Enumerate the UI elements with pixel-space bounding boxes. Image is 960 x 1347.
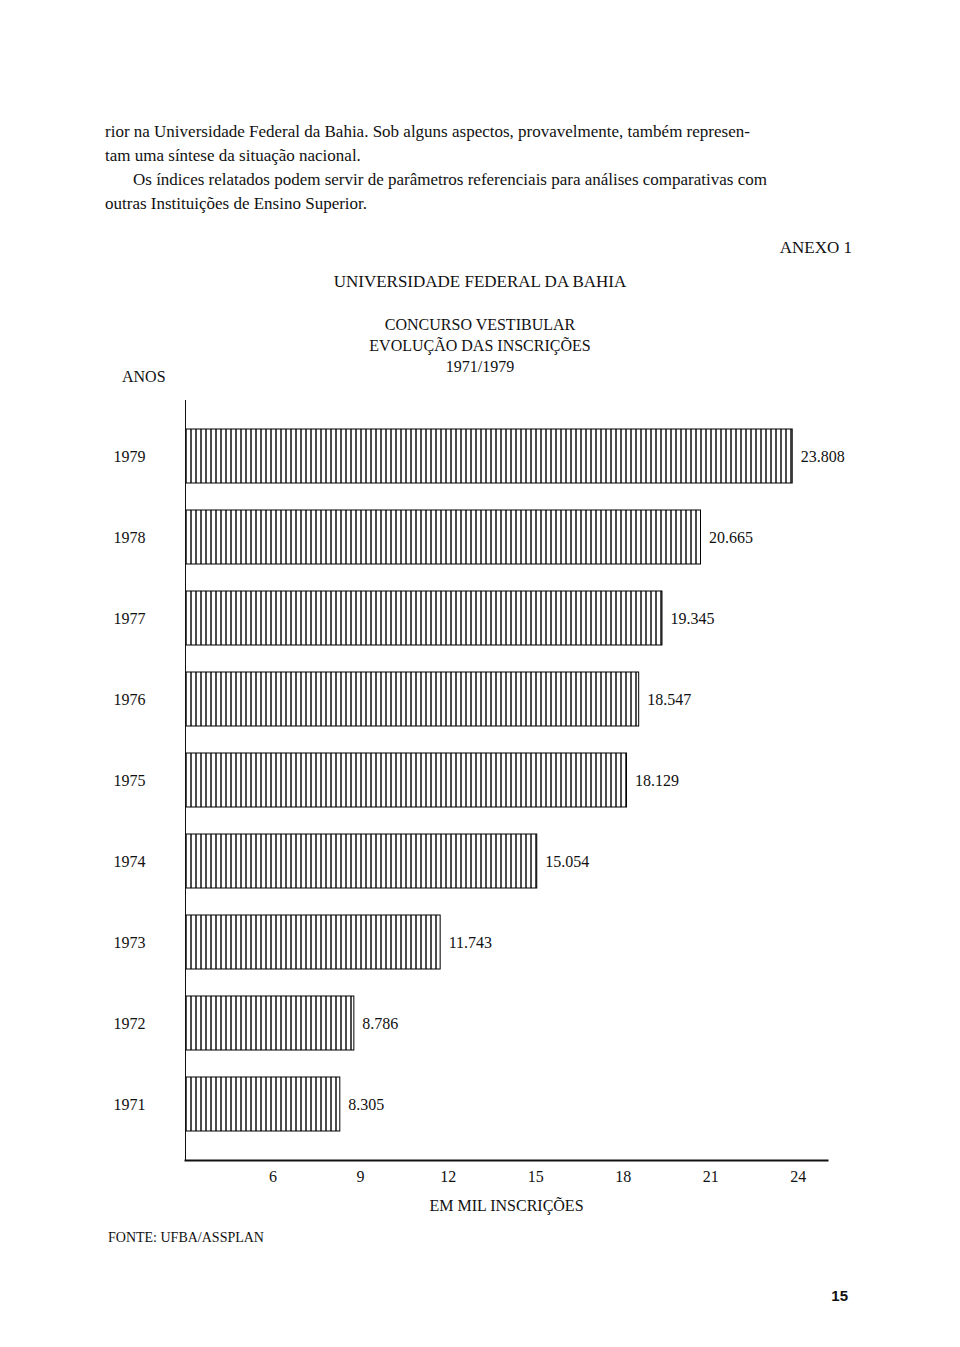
svg-text:15.054: 15.054 [545, 853, 589, 870]
html-text:ANOS: ANOS [122, 368, 166, 385]
svg-text:1974: 1974 [114, 853, 146, 870]
svg-text:EM MIL INSCRIÇÕES: EM MIL INSCRIÇÕES [429, 1197, 583, 1215]
html-text:CONCURSO VESTIBULAR: CONCURSO VESTIBULAR [384, 316, 576, 333]
svg-text:24: 24 [790, 1168, 806, 1185]
svg-text:1975: 1975 [114, 772, 146, 789]
svg-text:1972: 1972 [114, 1015, 146, 1032]
html-text:outras Instituições de Ensino: outras Instituições de Ensino Superior. [105, 194, 368, 213]
svg-text:19.345: 19.345 [670, 610, 714, 627]
html-text:UNIVERSIDADE FEDERAL DA BAHIA: UNIVERSIDADE FEDERAL DA BAHIA [333, 272, 627, 291]
html-text:tam uma síntese da situação na: tam uma síntese da situação nacional. [105, 146, 361, 165]
svg-text:11.743: 11.743 [449, 934, 492, 951]
svg-text:18.129: 18.129 [635, 772, 679, 789]
html-text:Os índices relatados podem ser: Os índices relatados podem servir de par… [133, 170, 767, 189]
svg-text:1971: 1971 [114, 1096, 146, 1113]
svg-text:1977: 1977 [114, 610, 146, 627]
svg-text:23.808: 23.808 [801, 448, 845, 465]
svg-text:1976: 1976 [114, 691, 146, 708]
svg-text:20.665: 20.665 [709, 529, 753, 546]
svg-text:18: 18 [615, 1168, 631, 1185]
svg-text:18.547: 18.547 [647, 691, 691, 708]
svg-text:1979: 1979 [114, 448, 146, 465]
html-text:rior na Universidade Federal d: rior na Universidade Federal da Bahia. S… [105, 122, 750, 141]
html-text:1971/1979: 1971/1979 [445, 358, 515, 375]
svg-text:21: 21 [703, 1168, 719, 1185]
svg-text:1978: 1978 [114, 529, 146, 546]
html-text:EVOLUÇÃO DAS INSCRIÇÕES: EVOLUÇÃO DAS INSCRIÇÕES [369, 337, 591, 354]
svg-text:9: 9 [357, 1168, 365, 1185]
html-text:FONTE: UFBA/ASSPLAN: FONTE: UFBA/ASSPLAN [108, 1230, 264, 1245]
svg-text:15: 15 [528, 1168, 544, 1185]
svg-text:8.305: 8.305 [348, 1096, 384, 1113]
svg-text:12: 12 [440, 1168, 456, 1185]
svg-text:6: 6 [269, 1168, 277, 1185]
html-text:ANEXO 1: ANEXO 1 [779, 238, 852, 257]
html-text:15: 15 [831, 1287, 848, 1304]
svg-text:8.786: 8.786 [362, 1015, 398, 1032]
svg-text:1973: 1973 [114, 934, 146, 951]
